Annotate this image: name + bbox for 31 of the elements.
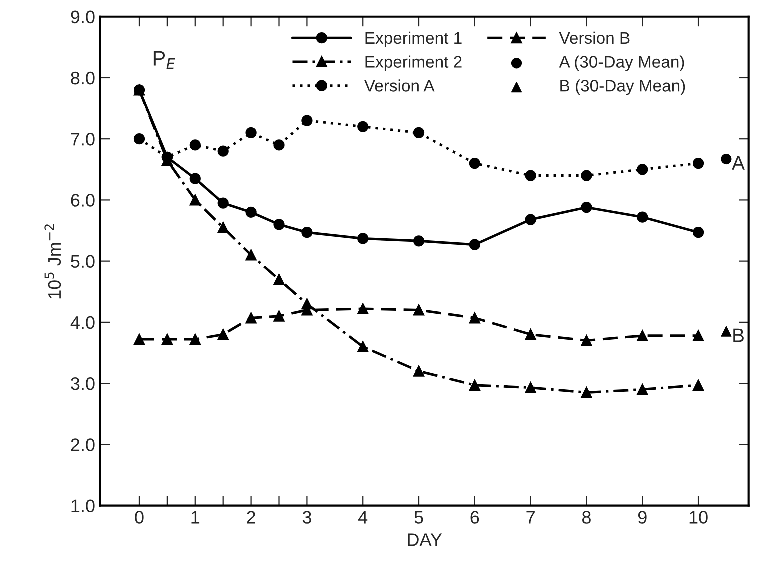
y-tick-label: 1.0 bbox=[72, 500, 95, 513]
x-tick-label: 3 bbox=[302, 511, 312, 524]
y-tick-label: 4.0 bbox=[70, 316, 95, 330]
annotation: P$_{E}$ bbox=[154, 51, 176, 70]
y-axis-title: 10$^{5}$ Jm$^{−2}$ bbox=[44, 224, 62, 299]
y-tick-label: 8.0 bbox=[71, 72, 95, 85]
x-tick-label: 8 bbox=[582, 511, 591, 524]
x-tick-label: 7 bbox=[526, 511, 535, 524]
legend-label: A (30-Day Mean) bbox=[559, 56, 684, 72]
y-tick-label: 7.0 bbox=[71, 133, 95, 146]
x-axis-title: DAY bbox=[408, 534, 442, 546]
x-tick-label: 1 bbox=[192, 511, 200, 524]
legend-label: Experiment 2 bbox=[366, 56, 462, 72]
y-tick-label: 3.0 bbox=[71, 378, 95, 390]
x-tick-label: 4 bbox=[358, 511, 368, 524]
y-tick-label: 5.0 bbox=[71, 255, 95, 268]
legend-label: B (30-Day Mean) bbox=[560, 80, 686, 96]
x-tick-label: 0 bbox=[135, 511, 144, 524]
x-tick-label: 6 bbox=[470, 511, 480, 524]
y-tick-label: 6.0 bbox=[71, 194, 95, 207]
x-tick-label: 10 bbox=[690, 511, 708, 524]
legend-label: Version B bbox=[559, 32, 630, 44]
annotation: A bbox=[732, 156, 745, 170]
x-tick-label: 5 bbox=[414, 511, 424, 524]
x-tick-label: 2 bbox=[247, 511, 256, 524]
x-tick-label: 9 bbox=[638, 511, 647, 524]
y-tick-label: 9.0 bbox=[71, 10, 95, 24]
y-tick-label: 2.0 bbox=[71, 438, 95, 452]
legend-label: Version A bbox=[364, 80, 435, 92]
legend-label: Experiment 1 bbox=[366, 32, 462, 48]
annotation: B bbox=[734, 328, 744, 342]
